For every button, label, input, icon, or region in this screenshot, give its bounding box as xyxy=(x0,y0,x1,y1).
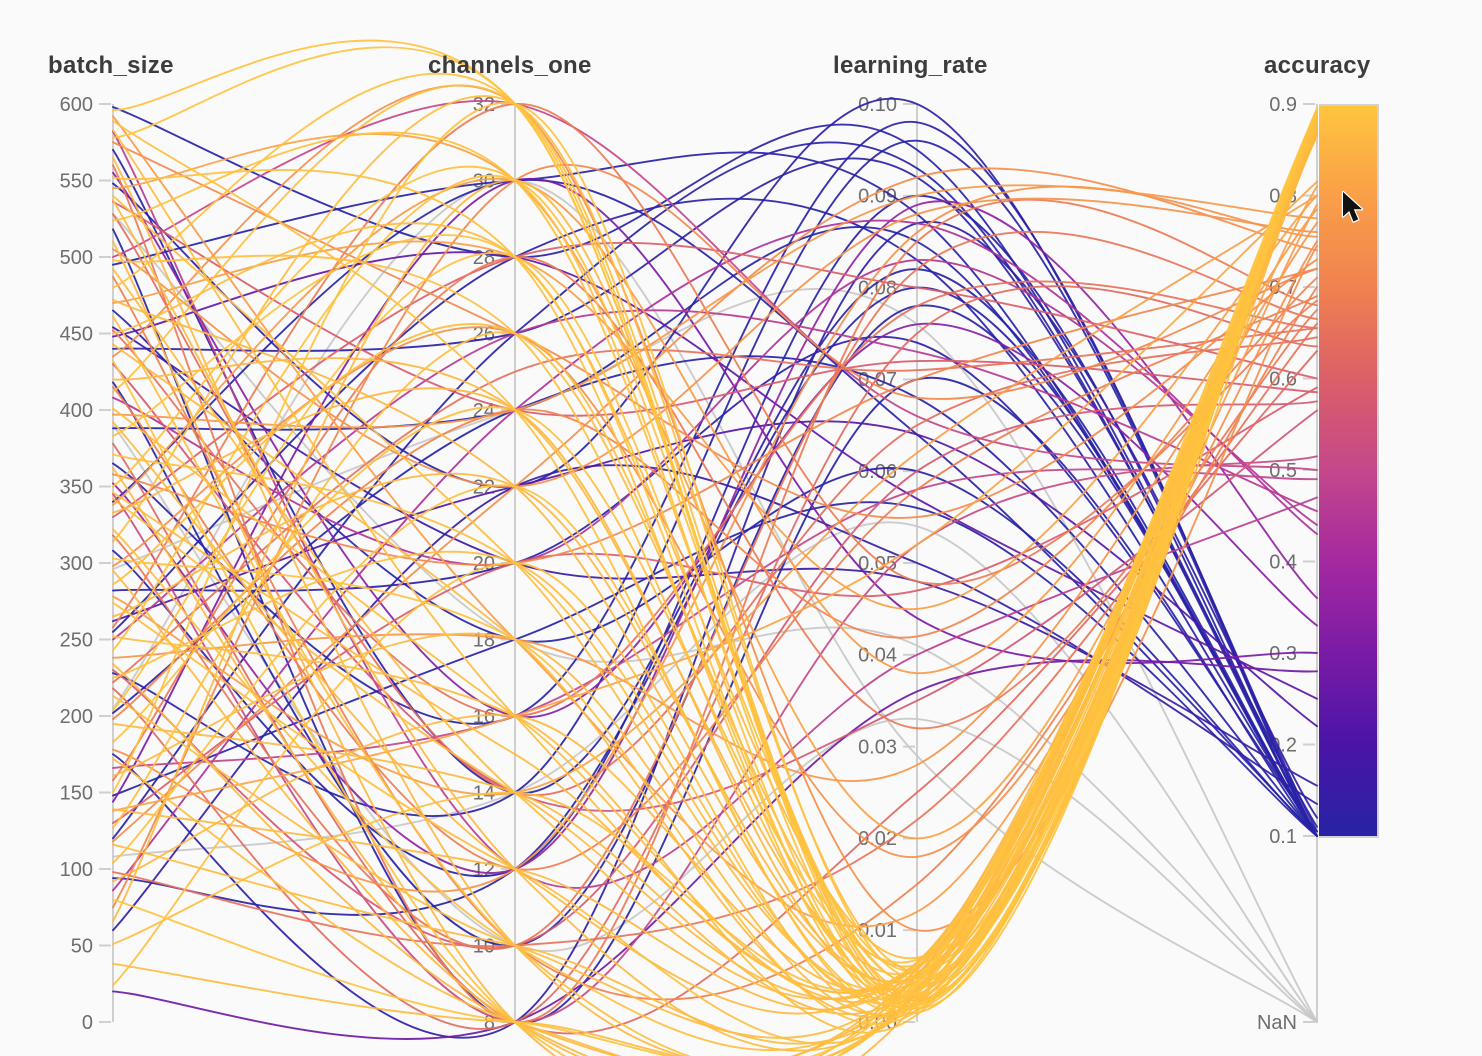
run-line[interactable] xyxy=(112,197,1318,488)
run-line[interactable] xyxy=(112,163,1318,909)
run-line[interactable] xyxy=(112,113,1318,1005)
tick-label: 400 xyxy=(60,400,93,422)
run-line[interactable] xyxy=(112,335,1318,833)
tick-label: 0 xyxy=(82,1012,93,1034)
run-line[interactable] xyxy=(112,219,1318,892)
run-line[interactable] xyxy=(112,501,1318,837)
tick-label: 8 xyxy=(484,1012,495,1034)
run-line[interactable] xyxy=(112,114,1318,1045)
axis-title-batch-size: batch_size xyxy=(48,52,174,79)
tick-label: 0.04 xyxy=(858,645,897,667)
run-line[interactable] xyxy=(112,72,1318,1010)
accuracy-colorbar-legend xyxy=(1319,104,1379,838)
tick-label: 100 xyxy=(60,859,93,881)
tick-label: 150 xyxy=(60,782,93,804)
tick-label: 0.4 xyxy=(1269,551,1297,573)
tick-label: 0.6 xyxy=(1269,368,1297,390)
run-line[interactable] xyxy=(112,400,1318,950)
run-line[interactable] xyxy=(112,141,1318,519)
run-line[interactable] xyxy=(112,114,1318,1056)
run-line[interactable] xyxy=(112,130,1318,889)
run-line[interactable] xyxy=(112,464,1318,932)
run-line[interactable] xyxy=(112,256,1318,782)
run-line[interactable] xyxy=(112,139,1318,837)
tick-label: 300 xyxy=(60,553,93,575)
tick-label: 200 xyxy=(60,706,93,728)
axis-batch_size[interactable] xyxy=(99,103,114,1023)
run-line[interactable] xyxy=(112,267,1318,566)
tick-label: 0.09 xyxy=(858,186,897,208)
run-line[interactable] xyxy=(112,111,1318,1056)
run-line[interactable] xyxy=(112,179,1318,837)
run-line[interactable] xyxy=(112,119,1318,992)
run-line[interactable] xyxy=(112,197,1318,837)
tick-label: 350 xyxy=(60,476,93,498)
run-line[interactable] xyxy=(112,157,1318,828)
run-line[interactable] xyxy=(112,115,1318,1051)
run-line[interactable] xyxy=(112,177,1318,675)
axis-title-channels-one: channels_one xyxy=(428,52,592,79)
tick-label: 450 xyxy=(60,323,93,345)
tick-label: 500 xyxy=(60,247,93,269)
tick-label: 0.02 xyxy=(858,828,897,850)
run-line[interactable] xyxy=(112,110,1318,1025)
run-line[interactable] xyxy=(112,103,1318,629)
run-line[interactable] xyxy=(112,420,1318,728)
tick-label: 0.1 xyxy=(1269,826,1297,848)
run-line[interactable] xyxy=(112,194,1318,878)
tick-label: 0.03 xyxy=(858,736,897,758)
run-line[interactable] xyxy=(112,285,1318,1030)
tick-label: 250 xyxy=(60,629,93,651)
run-line[interactable] xyxy=(112,114,1318,964)
run-line[interactable] xyxy=(112,309,1318,641)
tick-label: 0.5 xyxy=(1269,460,1297,482)
axis-title-accuracy: accuracy xyxy=(1264,52,1371,79)
run-lines-layer[interactable] xyxy=(112,39,1318,1056)
run-line[interactable] xyxy=(112,220,1318,1039)
tick-label: NaN xyxy=(1257,1012,1297,1034)
run-line[interactable] xyxy=(112,194,1318,796)
run-line[interactable] xyxy=(112,112,1318,973)
tick-label: 0.7 xyxy=(1269,277,1297,299)
tick-label: 0.9 xyxy=(1269,94,1297,116)
axis-title-learning-rate: learning_rate xyxy=(833,52,988,79)
tick-label: 50 xyxy=(71,935,93,957)
tick-label: 0.06 xyxy=(858,461,897,483)
tick-label: 600 xyxy=(60,94,93,116)
run-line[interactable] xyxy=(112,241,1318,519)
run-line[interactable] xyxy=(112,288,1318,1023)
run-line[interactable] xyxy=(112,100,1318,471)
run-line[interactable] xyxy=(112,184,1318,429)
run-line[interactable] xyxy=(112,122,1318,994)
run-line[interactable] xyxy=(112,84,1318,932)
run-line[interactable] xyxy=(112,46,1318,996)
run-line[interactable] xyxy=(112,108,1318,1056)
run-line[interactable] xyxy=(112,167,1318,843)
tick-label: 550 xyxy=(60,170,93,192)
